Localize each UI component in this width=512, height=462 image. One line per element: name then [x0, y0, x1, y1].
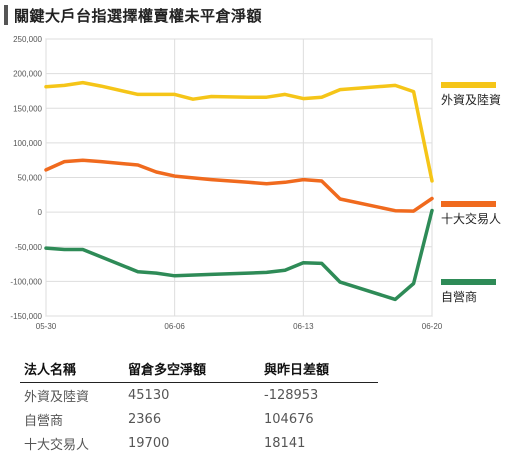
series-line-1 [44, 80, 434, 183]
legend-swatch [441, 279, 496, 285]
y-tick-label: -50,000 [15, 243, 43, 252]
header-institution: 法人名稱 [20, 354, 124, 383]
y-tick-label: -150,000 [10, 312, 42, 321]
summary-table: 法人名稱 留倉多空淨額 與昨日差額 外資及陸資 45130 -128953 自營… [20, 354, 378, 455]
y-tick-label: -100,000 [10, 277, 42, 286]
series-line-2 [44, 158, 434, 213]
chart-title: 關鍵大戶台指選擇權賣權未平倉淨額 [14, 6, 263, 25]
cell-net-position: 19700 [128, 435, 170, 451]
cell-net-position: 45130 [128, 387, 170, 403]
y-tick-label: 100,000 [13, 139, 42, 148]
title-accent-bar [4, 5, 8, 25]
x-tick-label: 05-30 [36, 322, 57, 331]
chart-title-block: 關鍵大戶台指選擇權賣權未平倉淨額 [4, 4, 262, 26]
cell-institution: 外資及陸資 [24, 389, 90, 405]
cell-daily-change: 18141 [264, 435, 306, 451]
y-tick-label: 150,000 [13, 104, 42, 113]
header-net-position: 留倉多空淨額 [124, 354, 260, 383]
x-tick-label: 06-13 [293, 322, 314, 331]
cell-institution: 自營商 [24, 413, 64, 429]
series-line-3 [44, 208, 434, 302]
table-row: 十大交易人 19700 18141 [20, 431, 378, 455]
legend-label: 自營商 [441, 289, 477, 304]
cell-daily-change: 104676 [264, 411, 314, 427]
header-daily-change: 與昨日差額 [260, 354, 378, 383]
cell-institution: 十大交易人 [24, 437, 90, 453]
legend-swatch [441, 201, 496, 207]
y-tick-label: 50,000 [18, 174, 43, 183]
table-header-row: 法人名稱 留倉多空淨額 與昨日差額 [20, 354, 378, 383]
x-tick-label: 06-06 [164, 322, 185, 331]
line-chart: 250,000 200,000 150,000 100,000 50,000 0 -50,0… [10, 35, 501, 331]
y-tick-label: 0 [38, 208, 43, 217]
legend-label: 外資及陸資 [441, 93, 501, 107]
cell-daily-change: -128953 [264, 387, 319, 403]
y-tick-label: 200,000 [13, 70, 42, 79]
legend-swatch [441, 82, 496, 88]
table-row: 自營商 2366 104676 [20, 407, 378, 431]
cell-net-position: 2366 [128, 411, 162, 427]
table-row: 外資及陸資 45130 -128953 [20, 383, 378, 408]
x-tick-label: 06-20 [422, 322, 443, 331]
y-tick-label: 250,000 [13, 35, 42, 44]
legend-label: 十大交易人 [441, 211, 501, 226]
